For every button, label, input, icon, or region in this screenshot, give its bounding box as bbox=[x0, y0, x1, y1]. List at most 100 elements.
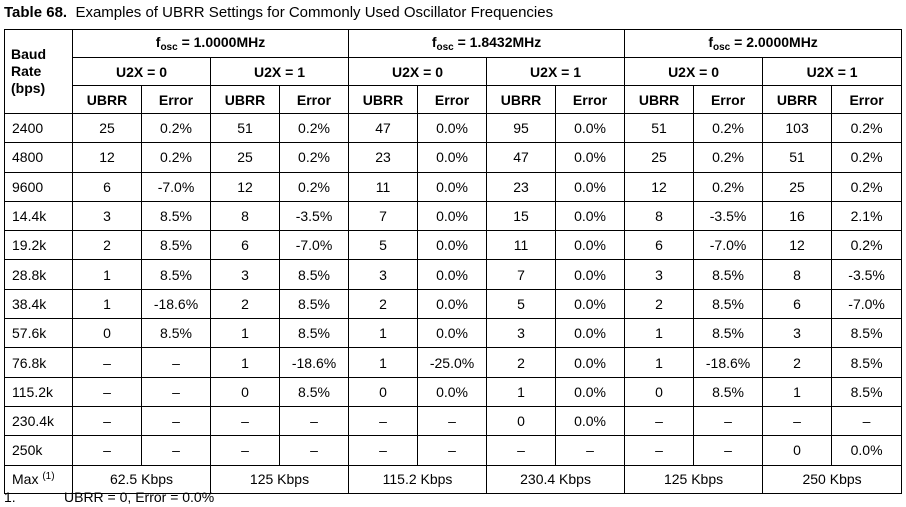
error-value-cell: 8.5% bbox=[831, 347, 903, 378]
baud-rate-cell: 230.4k bbox=[4, 405, 73, 437]
error-column-header: Error bbox=[417, 85, 488, 114]
ubrr-value-cell: 103 bbox=[762, 112, 833, 144]
ubrr-value-cell: 47 bbox=[486, 142, 557, 173]
ubrr-value-cell: 2 bbox=[210, 288, 280, 320]
baud-rate-cell: 19.2k bbox=[4, 230, 73, 261]
error-value-cell: -18.6% bbox=[141, 288, 211, 320]
u2x0-header: U2X = 0 bbox=[348, 57, 488, 86]
table-header: Baud Rate (bps) fosc = 1.0000MHz fosc = … bbox=[4, 29, 903, 114]
ubrr-value-cell: 0 bbox=[210, 376, 280, 407]
table-row: 9600 6 -7.0% 12 0.2% 11 0.0% 23 0.0% 12 0.2% 25 0.2% bbox=[4, 171, 903, 202]
baud-rate-cell: 57.6k bbox=[4, 318, 73, 349]
error-value-cell: – bbox=[831, 405, 903, 437]
error-value-cell: – bbox=[555, 435, 626, 466]
ubrr-column-header: UBRR bbox=[486, 85, 557, 114]
error-column-header: Error bbox=[831, 85, 903, 114]
ubrr-value-cell: 5 bbox=[348, 230, 419, 261]
table-row: 250k – – – – – – – – – –0 0.0% bbox=[4, 435, 903, 466]
ubrr-value-cell: 6 bbox=[72, 171, 142, 202]
table-caption: Table 68. Examples of UBRR Settings for … bbox=[4, 4, 553, 22]
ubrr-column-header: UBRR bbox=[624, 85, 695, 114]
ubrr-value-cell: 1 bbox=[624, 347, 695, 378]
table-row: 28.8k 1 8.5% 3 8.5% 3 0.0% 7 0.0% 3 8.5% 8 -3.5% bbox=[4, 259, 903, 290]
error-value-cell: -7.0% bbox=[278, 230, 350, 261]
u2x1-header: U2X = 1 bbox=[762, 57, 903, 86]
ubrr-value-cell: 51 bbox=[624, 112, 695, 144]
fosc-group-header-3: fosc = 2.0000MHz bbox=[624, 29, 903, 58]
baud-rate-header-line3: (bps) bbox=[11, 80, 46, 96]
table-row: 230.4k – – – – – –0 0.0% – – – – bbox=[4, 405, 903, 437]
max-row: Max (1) 62.5 Kbps 125 Kbps 115.2 Kbps 23… bbox=[4, 464, 903, 494]
error-value-cell: -7.0% bbox=[831, 288, 903, 320]
error-value-cell: 0.0% bbox=[555, 171, 626, 202]
error-value-cell: 8.5% bbox=[693, 259, 764, 290]
error-value-cell: -3.5% bbox=[278, 200, 350, 232]
error-value-cell: 8.5% bbox=[693, 318, 764, 349]
error-value-cell: 0.0% bbox=[555, 376, 626, 407]
error-value-cell: – bbox=[278, 435, 350, 466]
ubrr-value-cell: 7 bbox=[486, 259, 557, 290]
error-value-cell: 0.0% bbox=[417, 200, 488, 232]
u2x1-header: U2X = 1 bbox=[486, 57, 626, 86]
table-row: 2400 25 0.2% 51 0.2% 47 0.0% 95 0.0% 51 0.2% 103 0.2… bbox=[4, 112, 903, 144]
ubrr-value-cell: 11 bbox=[348, 171, 419, 202]
error-value-cell: 8.5% bbox=[693, 288, 764, 320]
ubrr-value-cell: 0 bbox=[348, 376, 419, 407]
error-value-cell: 0.0% bbox=[417, 259, 488, 290]
baud-rate-cell: 38.4k bbox=[4, 288, 73, 320]
ubrr-value-cell: 16 bbox=[762, 200, 833, 232]
max-value-cell: 125 Kbps bbox=[624, 464, 764, 494]
baud-rate-cell: 4800 bbox=[4, 142, 73, 173]
ubrr-value-cell: 8 bbox=[762, 259, 833, 290]
ubrr-value-cell: 3 bbox=[486, 318, 557, 349]
ubrr-value-cell: 3 bbox=[762, 318, 833, 349]
u2x0-header: U2X = 0 bbox=[624, 57, 764, 86]
error-value-cell: 0.2% bbox=[693, 171, 764, 202]
ubrr-value-cell: 25 bbox=[72, 112, 142, 144]
ubrr-value-cell: – bbox=[762, 405, 833, 437]
ubrr-value-cell: – bbox=[72, 347, 142, 378]
error-value-cell: 0.0% bbox=[555, 259, 626, 290]
error-value-cell: – bbox=[141, 347, 211, 378]
ubrr-value-cell: 0 bbox=[72, 318, 142, 349]
error-value-cell: 0.0% bbox=[831, 435, 903, 466]
ubrr-value-cell: 1 bbox=[72, 259, 142, 290]
error-value-cell: 0.0% bbox=[555, 288, 626, 320]
ubrr-value-cell: 25 bbox=[210, 142, 280, 173]
error-value-cell: – bbox=[141, 405, 211, 437]
error-value-cell: – bbox=[693, 405, 764, 437]
error-value-cell: 0.2% bbox=[693, 112, 764, 144]
fosc-symbol: f bbox=[431, 34, 437, 50]
u2x1-header: U2X = 1 bbox=[209, 57, 350, 86]
ubrr-value-cell: 8 bbox=[624, 200, 695, 232]
ubrr-value-cell: 2 bbox=[348, 288, 419, 320]
ubrr-value-cell: 5 bbox=[486, 288, 557, 320]
baud-rate-cell: 28.8k bbox=[4, 259, 73, 290]
fosc-frequency: = 2.0000MHz bbox=[730, 34, 818, 50]
ubrr-value-cell: 6 bbox=[762, 288, 833, 320]
ubrr-value-cell: 3 bbox=[348, 259, 419, 290]
ubrr-column-header: UBRR bbox=[762, 85, 833, 114]
max-value-cell: 125 Kbps bbox=[209, 464, 350, 494]
error-value-cell: -18.6% bbox=[278, 347, 350, 378]
table-row: 57.6k 0 8.5% 1 8.5% 1 0.0% 3 0.0% 1 8.5% 3 8.5% bbox=[4, 318, 903, 349]
error-value-cell: 8.5% bbox=[278, 318, 350, 349]
error-value-cell: -3.5% bbox=[831, 259, 903, 290]
table-row: 14.4k 3 8.5% 8 -3.5% 7 0.0% 15 0.0% 8 -3.5% 16 2.1% bbox=[4, 200, 903, 232]
ubrr-value-cell: 2 bbox=[486, 347, 557, 378]
ubrr-value-cell: 6 bbox=[624, 230, 695, 261]
ubrr-value-cell: 95 bbox=[486, 112, 557, 144]
baud-rate-header-line2: Rate bbox=[11, 63, 42, 79]
error-value-cell: 0.2% bbox=[141, 112, 211, 144]
fosc-frequency: = 1.0000MHz bbox=[177, 34, 266, 50]
error-value-cell: 0.0% bbox=[417, 288, 488, 320]
error-value-cell: – bbox=[141, 376, 211, 407]
error-value-cell: 8.5% bbox=[141, 200, 211, 232]
error-value-cell: 0.0% bbox=[555, 318, 626, 349]
fosc-group-header-2: fosc = 1.8432MHz bbox=[348, 29, 626, 58]
error-value-cell: -25.0% bbox=[417, 347, 488, 378]
table-caption-label: Table 68. bbox=[4, 4, 68, 21]
table-row: 38.4k 1 -18.6% 2 8.5% 2 0.0% 5 0.0% 2 8.5% 6 -7.0% bbox=[4, 288, 903, 320]
baud-rate-header-line1: Baud bbox=[11, 46, 46, 62]
fosc-symbol: f bbox=[708, 34, 714, 50]
